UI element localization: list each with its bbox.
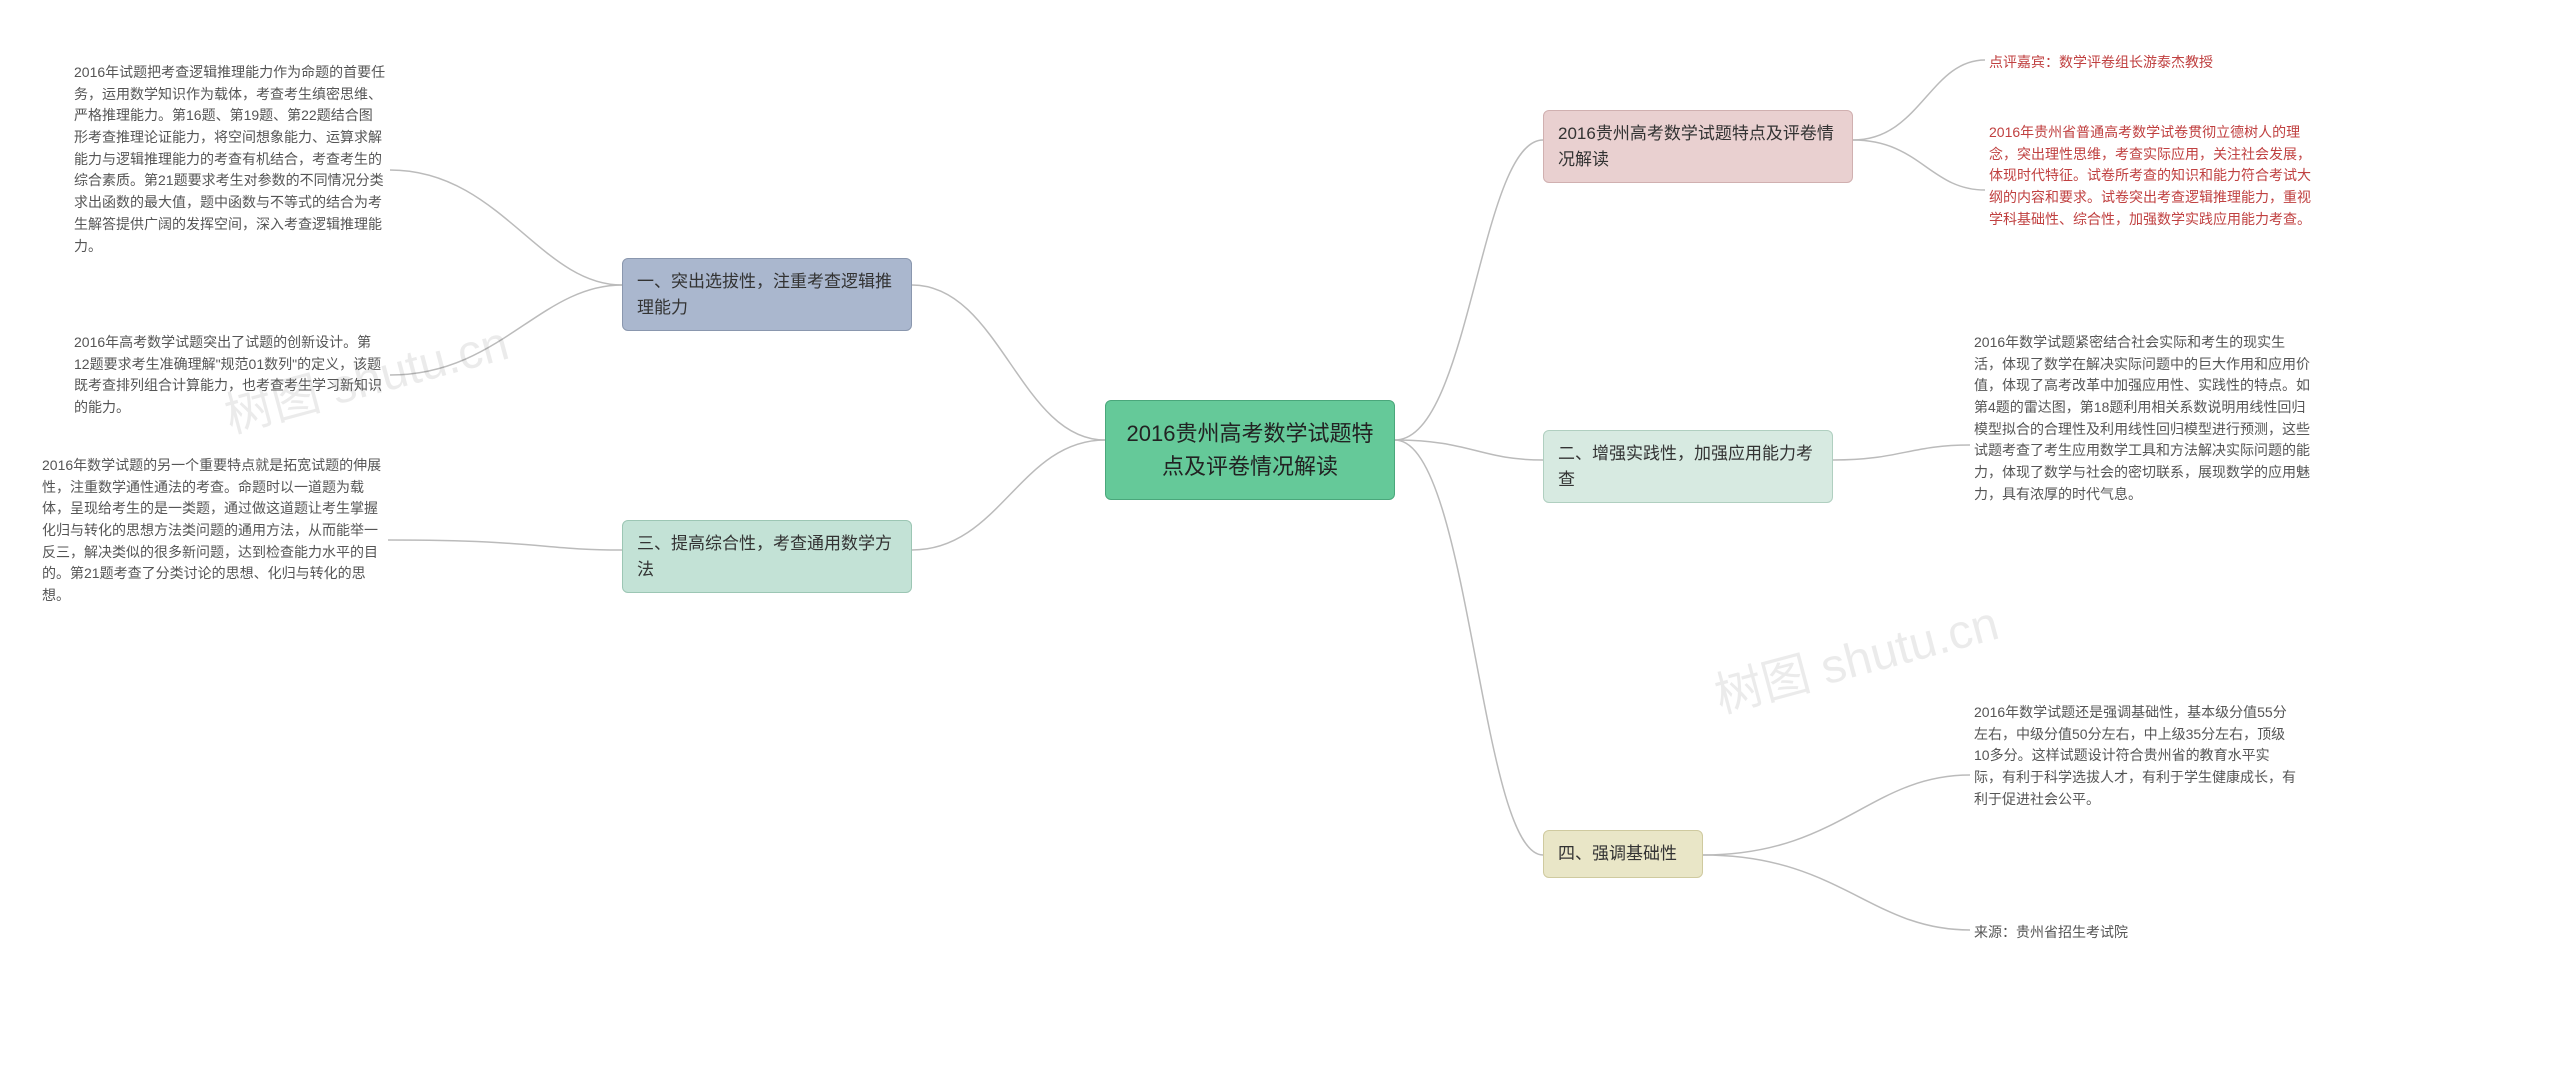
connector <box>1395 140 1543 440</box>
right-leaf-2-0: 2016年数学试题还是强调基础性，基本级分值55分左右，中级分值50分左右，中上… <box>1970 700 2300 812</box>
connector <box>1703 775 1970 855</box>
connector <box>390 170 622 285</box>
right-leaf-0-1: 2016年贵州省普通高考数学试卷贯彻立德树人的理念，突出理性思维，考查实际应用，… <box>1985 120 2320 232</box>
watermark: 树图 shutu.cn <box>1706 584 2005 727</box>
left-branch-1: 三、提高综合性，考查通用数学方法 <box>622 520 912 593</box>
connector <box>1703 855 1970 930</box>
connector <box>1395 440 1543 855</box>
connector <box>1853 140 1985 190</box>
connector <box>1853 60 1985 140</box>
left-branch-0: 一、突出选拔性，注重考查逻辑推理能力 <box>622 258 912 331</box>
connector <box>912 440 1105 550</box>
left-leaf-0-1: 2016年高考数学试题突出了试题的创新设计。第12题要求考生准确理解"规范01数… <box>70 330 390 421</box>
left-leaf-0-0: 2016年试题把考查逻辑推理能力作为命题的首要任务，运用数学知识作为载体，考查考… <box>70 60 390 259</box>
center-node: 2016贵州高考数学试题特点及评卷情况解读 <box>1105 400 1395 500</box>
right-branch-0: 2016贵州高考数学试题特点及评卷情况解读 <box>1543 110 1853 183</box>
left-leaf-1-0: 2016年数学试题的另一个重要特点就是拓宽试题的伸展性，注重数学通性通法的考查。… <box>38 453 388 609</box>
connector <box>390 285 622 375</box>
connector <box>1833 445 1970 460</box>
connector <box>388 540 622 550</box>
right-leaf-1-0: 2016年数学试题紧密结合社会实际和考生的现实生活，体现了数学在解决实际问题中的… <box>1970 330 2315 508</box>
right-leaf-2-1: 来源：贵州省招生考试院 <box>1970 920 2270 946</box>
connector <box>912 285 1105 440</box>
right-branch-2: 四、强调基础性 <box>1543 830 1703 878</box>
right-leaf-0-0: 点评嘉宾：数学评卷组长游泰杰教授 <box>1985 50 2285 76</box>
right-branch-1: 二、增强实践性，加强应用能力考查 <box>1543 430 1833 503</box>
connector <box>1395 440 1543 460</box>
